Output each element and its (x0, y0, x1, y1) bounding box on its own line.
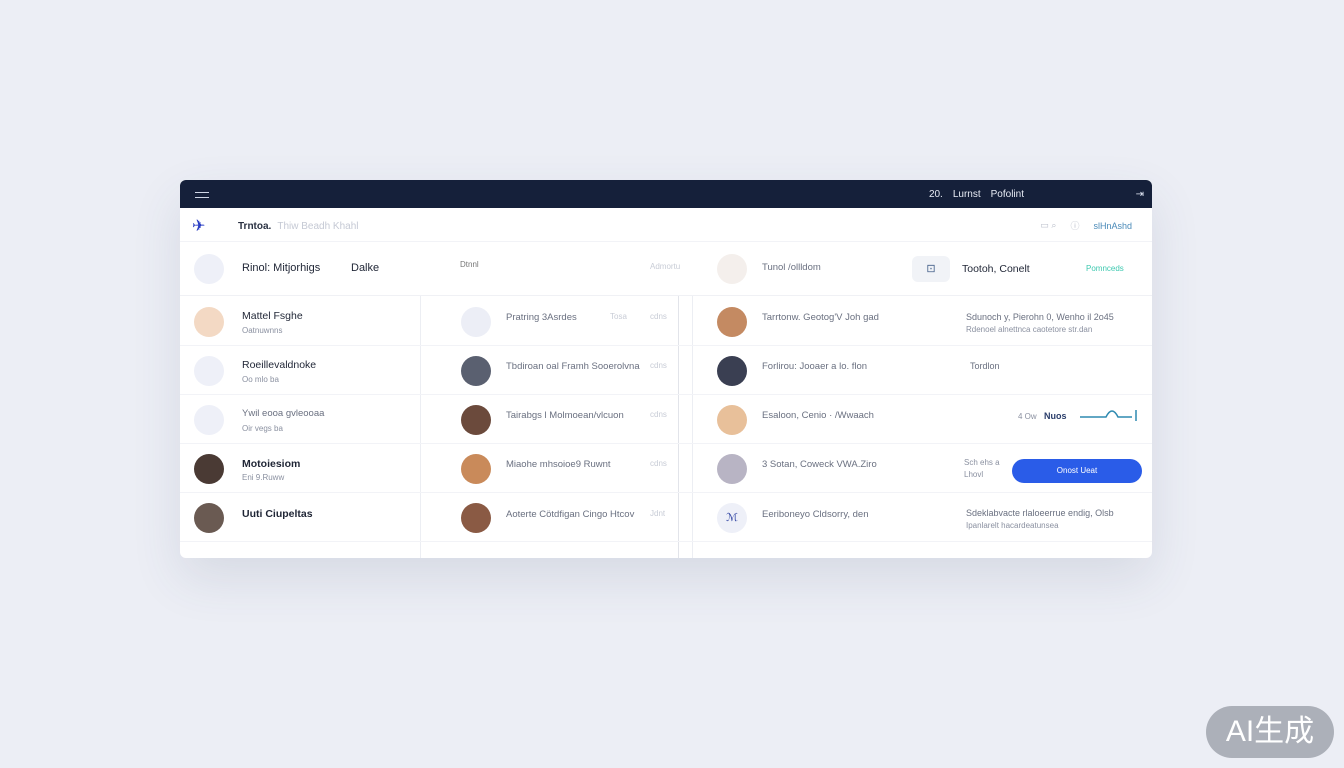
row-sub: Oo mlo ba (242, 375, 279, 384)
search-icon[interactable]: ▭ ⌕ (1040, 220, 1057, 230)
top-nav-item[interactable]: Lurnst (952, 189, 981, 200)
row-title: Tairabgs l Molmoean/vlcuon (506, 410, 624, 421)
breadcrumb-path[interactable]: Thiw Beadh Khahl (277, 221, 359, 232)
table-row[interactable]: Motoiesiom Eni 9.Ruww Miaohe mhsoioe9 Ru… (180, 444, 1152, 493)
avatar (461, 503, 491, 533)
avatar (717, 405, 747, 435)
row-note: Sdunoch y, Pierohn 0, Wenho il 2o45 (966, 312, 1114, 322)
table-row[interactable]: Ywil eooa gvleooaa Oir vegs ba Tairabgs … (180, 395, 1152, 444)
row-name: Ywil eooa gvleooaa (242, 408, 325, 419)
avatar (717, 454, 747, 484)
row-name: Uuti Ciupeltas (242, 508, 313, 520)
top-nav-item[interactable]: 20. (928, 189, 943, 200)
status-label: Pomnceds (1086, 264, 1124, 273)
row-person: Tarrtonw. Geotog'V Joh gad (762, 312, 879, 323)
row-note: Tordlon (970, 361, 1000, 371)
row-sub: Oatnuwnns (242, 326, 283, 335)
row-time: cdns (650, 361, 667, 370)
row-time: cdns (650, 459, 667, 468)
logout-icon[interactable]: ⇥ (1135, 189, 1144, 200)
toolbar-action[interactable]: slHnAshd (1093, 220, 1132, 231)
menu-icon[interactable] (195, 192, 209, 198)
row-sub: Oir vegs ba (242, 424, 283, 433)
avatar (461, 405, 491, 435)
avatar (194, 454, 224, 484)
row-note: Sch ehs a (964, 458, 1000, 467)
avatar (717, 254, 747, 284)
row-note: Sdeklabvacte rlaloeerrue endig, Olsb (966, 508, 1114, 518)
row-title: Miaohe mhsoioe9 Ruwnt (506, 459, 611, 470)
header-title: Rinol: Mitjorhigs (242, 262, 321, 274)
info-icon[interactable]: ⓘ (1070, 221, 1080, 231)
app-window: 20. Lurnst Pofolint ⇥ ✈ Trntoa. Thiw Bead… (180, 180, 1152, 558)
top-nav: 20. Lurnst Pofolint (929, 189, 1024, 200)
contact-icon[interactable]: ⊡ (912, 256, 950, 282)
logo-avatar: ℳ (717, 503, 747, 533)
row-name: Roeillevaldnoke (242, 359, 317, 371)
page-title: Trntoa. (238, 221, 272, 232)
avatar (717, 356, 747, 386)
watermark: AI生成 (1206, 706, 1334, 758)
row-note-sub: Lhovl (964, 470, 984, 479)
avatar (194, 503, 224, 533)
avatar (194, 307, 224, 337)
row-person: Esaloon, Cenio · /Wwaach (762, 410, 874, 421)
table-row[interactable]: Roeillevaldnoke Oo mlo ba Tbdiroan oal F… (180, 346, 1152, 395)
column-header[interactable]: Admortu (650, 262, 681, 271)
row-sub: Eni 9.Ruww (242, 473, 285, 482)
row-note-sub: Ipanlarelt hacardeatunsea (966, 521, 1059, 530)
toolbar: ✈ Trntoa. Thiw Beadh Khahl ▭ ⌕ ⓘ slHnAshd (180, 208, 1152, 242)
column-header[interactable]: Tunol /ollldom (762, 262, 821, 273)
row-time: cdns (650, 312, 667, 321)
column-header[interactable]: Dtnnl (460, 260, 479, 269)
row-person: Eeriboneyo Cldsorry, den (762, 509, 869, 520)
breadcrumb: Trntoa. Thiw Beadh Khahl (238, 221, 359, 232)
table-header: Rinol: Mitjorhigs Dalke Dtnnl Admortu Tu… (180, 242, 1152, 296)
row-name: Motoiesiom (242, 458, 301, 470)
top-nav-item[interactable]: Pofolint (990, 189, 1024, 200)
row-title: Pratring 3Asrdes (506, 312, 577, 323)
column-header[interactable]: Dalke (351, 262, 380, 274)
table-row[interactable]: Uuti Ciupeltas Aoterte Cötdfigan Cingo H… (180, 493, 1152, 542)
logo-icon: ✈ (192, 218, 206, 235)
avatar (461, 454, 491, 484)
row-meta: Tosa (610, 312, 627, 321)
row-person: 3 Sotan, Coweck VWA.Ziro (762, 459, 877, 470)
row-name: Mattel Fsghe (242, 310, 303, 322)
avatar (194, 356, 224, 386)
row-note-sub: Nuos (1044, 411, 1067, 421)
row-time: cdns (650, 410, 667, 419)
header-avatar (194, 254, 224, 284)
row-title: Tbdiroan oal Framh Sooerolvna (506, 361, 640, 372)
avatar (194, 405, 224, 435)
row-person: Forlirou: Jooaer a lo. flon (762, 361, 868, 372)
column-header[interactable]: Tootoh, Conelt (962, 263, 1030, 275)
action-button[interactable]: Onost Ueat (1012, 459, 1142, 483)
row-note-sub: Rdenoel alnettnca caotetore str.dan (966, 325, 1093, 334)
signature-line (1080, 410, 1137, 421)
row-time: Jdnt (650, 509, 666, 518)
table-row[interactable]: Mattel Fsghe Oatnuwnns Pratring 3Asrdes … (180, 297, 1152, 346)
row-note: 4 Ow (1018, 412, 1037, 421)
avatar (717, 307, 747, 337)
top-bar: 20. Lurnst Pofolint ⇥ (180, 180, 1152, 208)
row-title: Aoterte Cötdfigan Cingo Htcov (506, 509, 635, 520)
avatar (461, 307, 491, 337)
avatar (461, 356, 491, 386)
